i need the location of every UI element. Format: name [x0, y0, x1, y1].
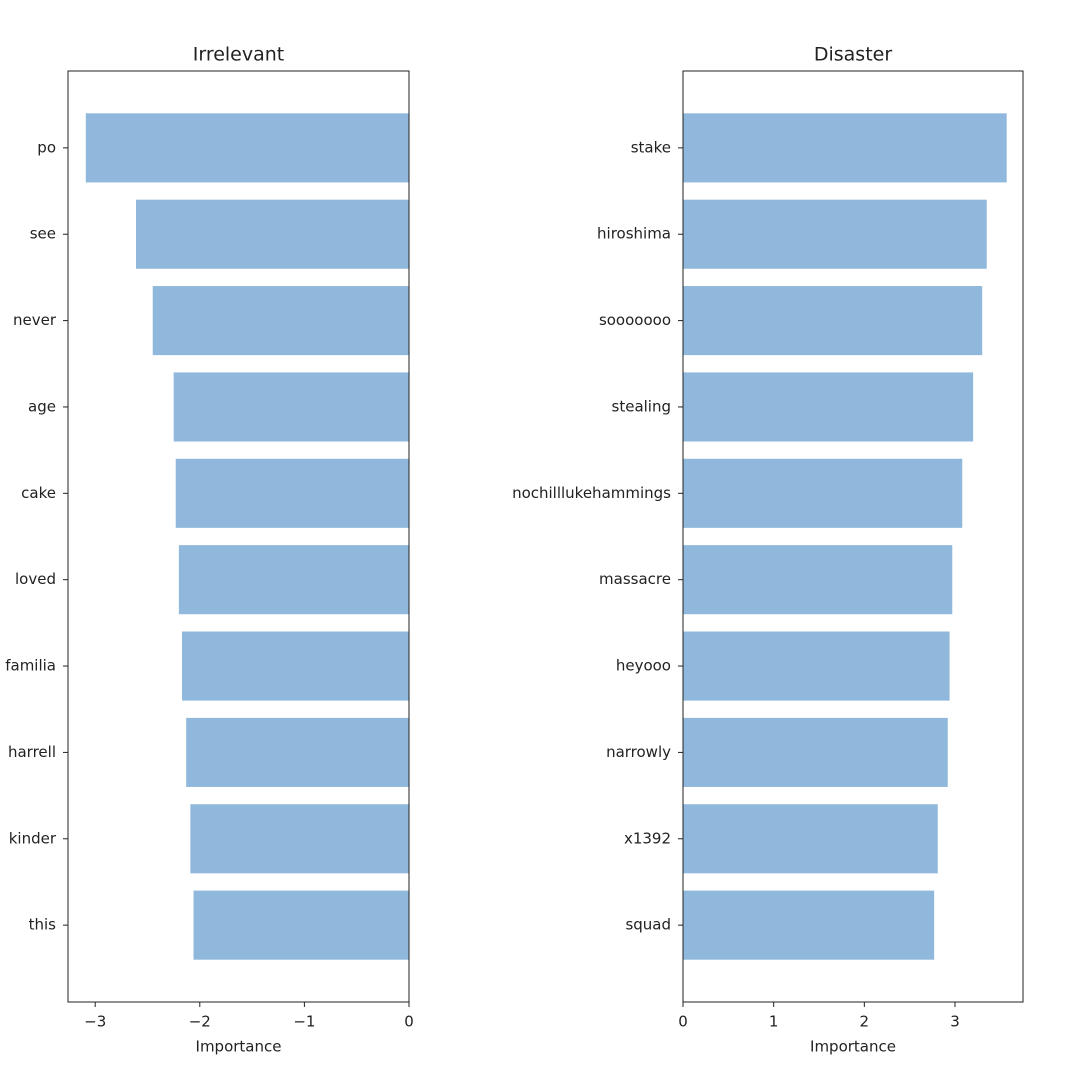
- chart-title: Disaster: [814, 44, 892, 66]
- y-tick-label: sooooooo: [599, 311, 671, 329]
- y-tick-label: stake: [631, 138, 671, 156]
- bar: [683, 113, 1007, 183]
- y-tick-label: this: [29, 916, 57, 934]
- bar: [683, 545, 953, 615]
- bar: [683, 286, 983, 356]
- bar: [152, 286, 409, 356]
- y-tick-label: see: [30, 225, 56, 243]
- axes-frame: [67, 70, 410, 1003]
- y-tick-label: loved: [15, 570, 56, 588]
- bar: [683, 717, 948, 787]
- x-axis-label: Importance: [810, 1038, 896, 1056]
- bar: [683, 804, 938, 874]
- bar: [186, 717, 409, 787]
- y-tick-label: heyooo: [616, 657, 671, 675]
- x-tick-label: 3: [950, 1013, 960, 1031]
- x-tick-label: −2: [189, 1013, 211, 1031]
- x-tick-label: 1: [769, 1013, 779, 1031]
- y-tick-label: stealing: [612, 397, 671, 415]
- bar: [135, 199, 410, 269]
- x-tick-label: 0: [678, 1013, 688, 1031]
- bar: [173, 372, 409, 442]
- y-tick-label: harrell: [8, 743, 56, 761]
- x-axis-label: Importance: [196, 1038, 282, 1056]
- x-tick-label: 2: [860, 1013, 870, 1031]
- bar: [182, 631, 409, 701]
- y-tick-label: cake: [21, 484, 56, 502]
- bar: [85, 113, 409, 183]
- y-tick-label: massacre: [599, 570, 671, 588]
- bar: [683, 372, 974, 442]
- y-tick-label: squad: [625, 916, 671, 934]
- y-tick-label: narrowly: [606, 743, 671, 761]
- bar: [683, 199, 987, 269]
- bar: [683, 890, 935, 960]
- chart-title: Irrelevant: [193, 44, 285, 66]
- y-tick-label: never: [13, 311, 57, 329]
- x-tick-label: −1: [293, 1013, 315, 1031]
- y-tick-label: age: [28, 397, 56, 415]
- y-tick-label: familia: [5, 657, 56, 675]
- x-tick-label: −3: [84, 1013, 106, 1031]
- y-tick-label: kinder: [9, 829, 57, 847]
- y-tick-label: hiroshima: [597, 225, 671, 243]
- bar: [193, 890, 409, 960]
- bar: [175, 458, 409, 528]
- y-tick-label: po: [37, 138, 56, 156]
- x-tick-label: 0: [404, 1013, 414, 1031]
- axes-frame: [682, 70, 1024, 1003]
- bar: [683, 631, 950, 701]
- bar: [683, 458, 963, 528]
- bar: [178, 545, 409, 615]
- y-tick-label: nochilllukehammings: [512, 484, 671, 502]
- y-tick-label: x1392: [624, 829, 671, 847]
- bar: [190, 804, 409, 874]
